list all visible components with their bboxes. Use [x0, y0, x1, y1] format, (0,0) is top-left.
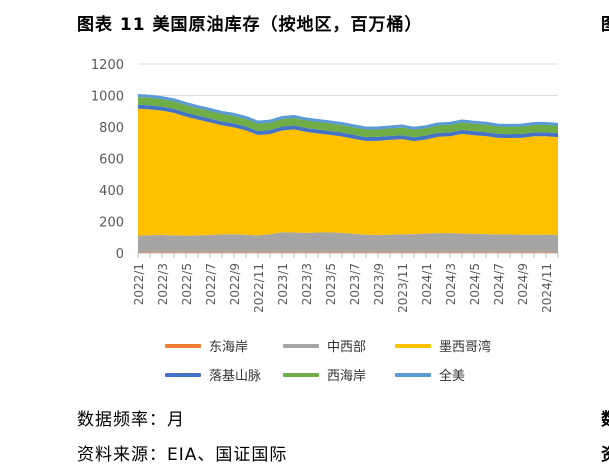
y-tick-label: 800	[99, 121, 124, 136]
frequency-note: 数据频率：月	[77, 410, 185, 430]
legend-label-gulf-coast: 墨西哥湾	[439, 340, 492, 355]
y-tick-label: 600	[99, 153, 124, 168]
legend-item-gulf-coast: 墨西哥湾	[395, 336, 491, 355]
x-tick-label: 2024/7	[492, 263, 506, 305]
edge-fragment-mid: 数	[601, 405, 609, 430]
legend-swatch-west-coast	[283, 372, 319, 377]
x-tick-label: 2024/3	[444, 263, 458, 305]
legend-item-rocky-mountain: 落基山脉	[165, 365, 261, 384]
source-note: 资料来源：EIA、国证国际	[77, 445, 288, 465]
x-tick-label: 2022/9	[228, 263, 242, 305]
x-tick-label: 2024/5	[468, 263, 482, 305]
legend-label-west-coast: 西海岸	[327, 369, 367, 384]
x-tick-label: 2023/3	[300, 263, 314, 305]
legend-swatch-rocky-mountain	[165, 372, 201, 377]
y-tick-label: 200	[99, 216, 124, 231]
y-tick-label: 400	[99, 184, 124, 199]
legend-swatch-midwest	[283, 343, 319, 348]
x-tick-label: 2024/9	[516, 263, 530, 305]
legend-label-midwest: 中西部	[327, 340, 367, 355]
x-tick-label: 2022/1	[132, 263, 146, 305]
y-tick-label: 1200	[91, 58, 124, 73]
area-west-coast	[138, 97, 558, 138]
edge-fragment-bottom: 资	[601, 440, 609, 465]
legend-item-midwest: 中西部	[283, 336, 366, 355]
area-midwest	[138, 232, 558, 253]
area-rocky-mountain	[138, 104, 558, 142]
legend-item-west-coast: 西海岸	[283, 365, 366, 384]
x-tick-label: 2022/5	[180, 263, 194, 305]
line-us-total	[137, 94, 559, 130]
x-tick-label: 2022/11	[252, 263, 266, 313]
x-tick-label: 2024/11	[540, 263, 554, 313]
edge-fragment-top: 图	[601, 10, 609, 35]
legend-item-east-coast: 东海岸	[165, 336, 248, 355]
y-tick-label: 0	[116, 247, 124, 262]
x-tick-label: 2023/9	[372, 263, 386, 305]
legend-item-us-total: 全美	[395, 365, 465, 384]
x-tick-label: 2023/7	[348, 263, 362, 305]
area-gulf-coast	[138, 108, 558, 236]
x-tick-label: 2024/1	[420, 263, 434, 305]
legend-label-east-coast: 东海岸	[209, 340, 249, 355]
x-tick-label: 2023/5	[324, 263, 338, 305]
x-tick-label: 2023/1	[276, 263, 290, 305]
legend-swatch-east-coast	[165, 343, 201, 348]
x-tick-label: 2022/3	[156, 263, 170, 305]
x-tick-label: 2023/11	[396, 263, 410, 313]
y-tick-label: 1000	[91, 90, 124, 105]
x-tick-label: 2022/7	[204, 263, 218, 305]
legend-label-rocky-mountain: 落基山脉	[209, 369, 262, 384]
figure-title: 图表 11 美国原油库存（按地区，百万桶）	[77, 15, 423, 35]
legend-label-us-total: 全美	[439, 369, 466, 384]
legend-swatch-us-total	[395, 372, 431, 377]
legend-swatch-gulf-coast	[395, 343, 431, 348]
